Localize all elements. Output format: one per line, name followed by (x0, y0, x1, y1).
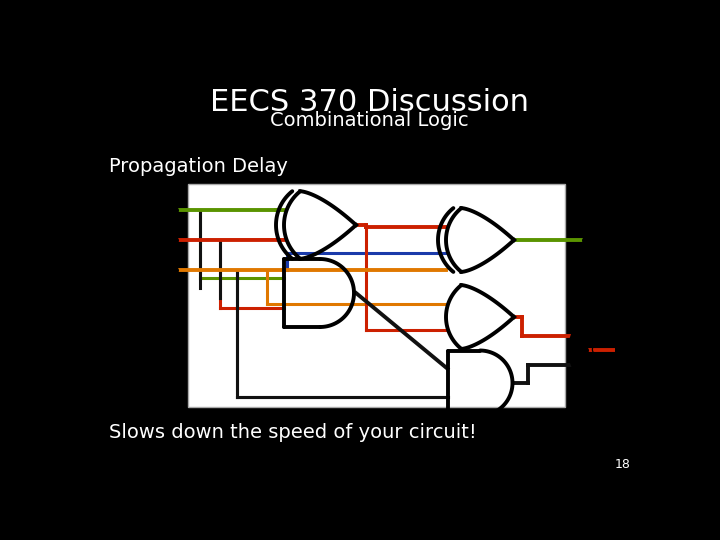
FancyBboxPatch shape (188, 184, 565, 408)
Text: A: A (137, 204, 145, 217)
Text: C: C (137, 264, 145, 276)
Text: EECS 370 Discussion: EECS 370 Discussion (210, 88, 528, 117)
Text: i: i (147, 248, 149, 257)
Text: 18: 18 (615, 458, 631, 471)
Text: C: C (590, 343, 599, 356)
Text: i: i (147, 278, 149, 287)
Text: Propagation Delay: Propagation Delay (109, 157, 287, 176)
Text: S: S (590, 233, 598, 246)
Text: B: B (137, 233, 145, 246)
Text: i+1: i+1 (599, 357, 611, 363)
Text: i: i (599, 247, 601, 256)
Text: Combinational Logic: Combinational Logic (270, 111, 468, 130)
Text: i: i (147, 218, 149, 227)
Text: Slows down the speed of your circuit!: Slows down the speed of your circuit! (109, 423, 477, 442)
